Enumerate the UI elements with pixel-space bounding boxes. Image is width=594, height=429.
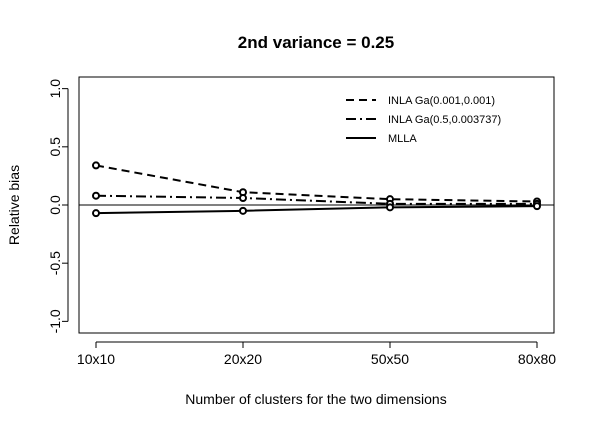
- series-line: [95, 164, 538, 203]
- series-3: [92, 202, 541, 218]
- legend-label: INLA Ga(0.001,0.001): [388, 95, 495, 107]
- x-tick-label: 80x80: [518, 351, 556, 367]
- y-tick-label: -1.0: [47, 309, 63, 333]
- series-line: [95, 194, 537, 205]
- series-layer: [92, 161, 541, 218]
- x-tick-label: 50x50: [371, 351, 409, 367]
- y-tick-label: -0.5: [47, 251, 63, 275]
- legend-label: INLA Ga(0.5,0.003737): [388, 114, 501, 126]
- series-2: [92, 191, 541, 208]
- y-tick-label: 1.0: [47, 79, 63, 99]
- data-point: [533, 202, 541, 211]
- data-point: [92, 209, 100, 218]
- chart-title: 2nd variance = 0.25: [238, 33, 394, 52]
- data-point: [239, 206, 247, 215]
- legend-label: MLLA: [388, 133, 417, 145]
- x-tick-label: 10x10: [77, 351, 115, 367]
- x-axis: 10x10 20x20 50x50 80x80: [77, 341, 556, 367]
- x-tick-label: 20x20: [224, 351, 262, 367]
- data-point: [92, 161, 100, 170]
- series-1: [92, 161, 541, 206]
- data-point: [239, 194, 247, 203]
- y-axis-label: Relative bias: [6, 165, 22, 245]
- data-point: [386, 203, 394, 212]
- x-axis-label: Number of clusters for the two dimension…: [185, 391, 446, 407]
- legend: INLA Ga(0.001,0.001) INLA Ga(0.5,0.003737…: [346, 95, 501, 145]
- y-tick-label: 0.0: [47, 195, 63, 215]
- series-line: [95, 205, 538, 215]
- y-tick-label: 0.5: [47, 137, 63, 157]
- y-axis: -1.0 -0.5 0.0 0.5 1.0: [47, 79, 69, 333]
- data-point: [92, 191, 100, 200]
